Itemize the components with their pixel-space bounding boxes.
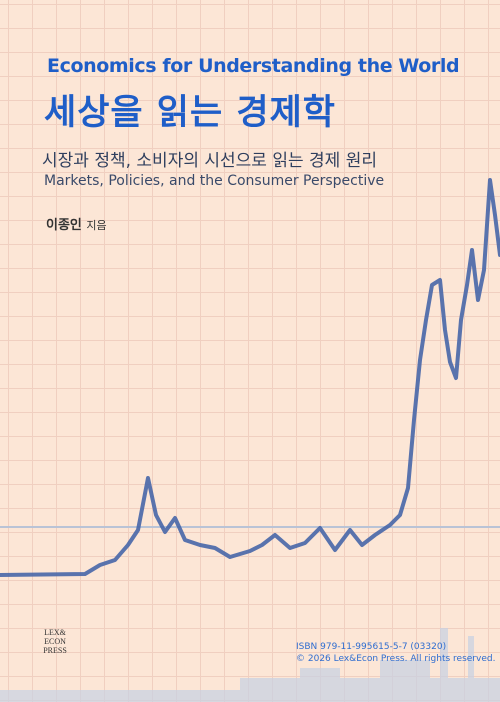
- logo-line: LEX&: [44, 628, 66, 637]
- logo-line: ECON: [44, 637, 66, 646]
- title: 세상을 읽는 경제학: [44, 93, 336, 133]
- author-line: 이종인 지음: [46, 214, 107, 233]
- subtitle: 시장과 정책, 소비자의 시선으로 읽는 경제 원리: [42, 151, 377, 171]
- copyright: © 2026 Lex&Econ Press. All rights reserv…: [296, 654, 496, 664]
- price-line: [0, 178, 500, 577]
- author: 이종인: [46, 218, 82, 233]
- isbn: ISBN 979-11-995615-5-7 (03320): [296, 642, 447, 652]
- volume-bars: [0, 628, 500, 702]
- logo-line: PRESS: [43, 646, 67, 655]
- series-title: Economics for Understanding the World: [47, 55, 460, 77]
- author-role: 지음: [86, 219, 107, 232]
- publisher-logo: LEX& ECON PRESS: [40, 628, 70, 655]
- subtitle-english: Markets, Policies, and the Consumer Pers…: [44, 173, 385, 189]
